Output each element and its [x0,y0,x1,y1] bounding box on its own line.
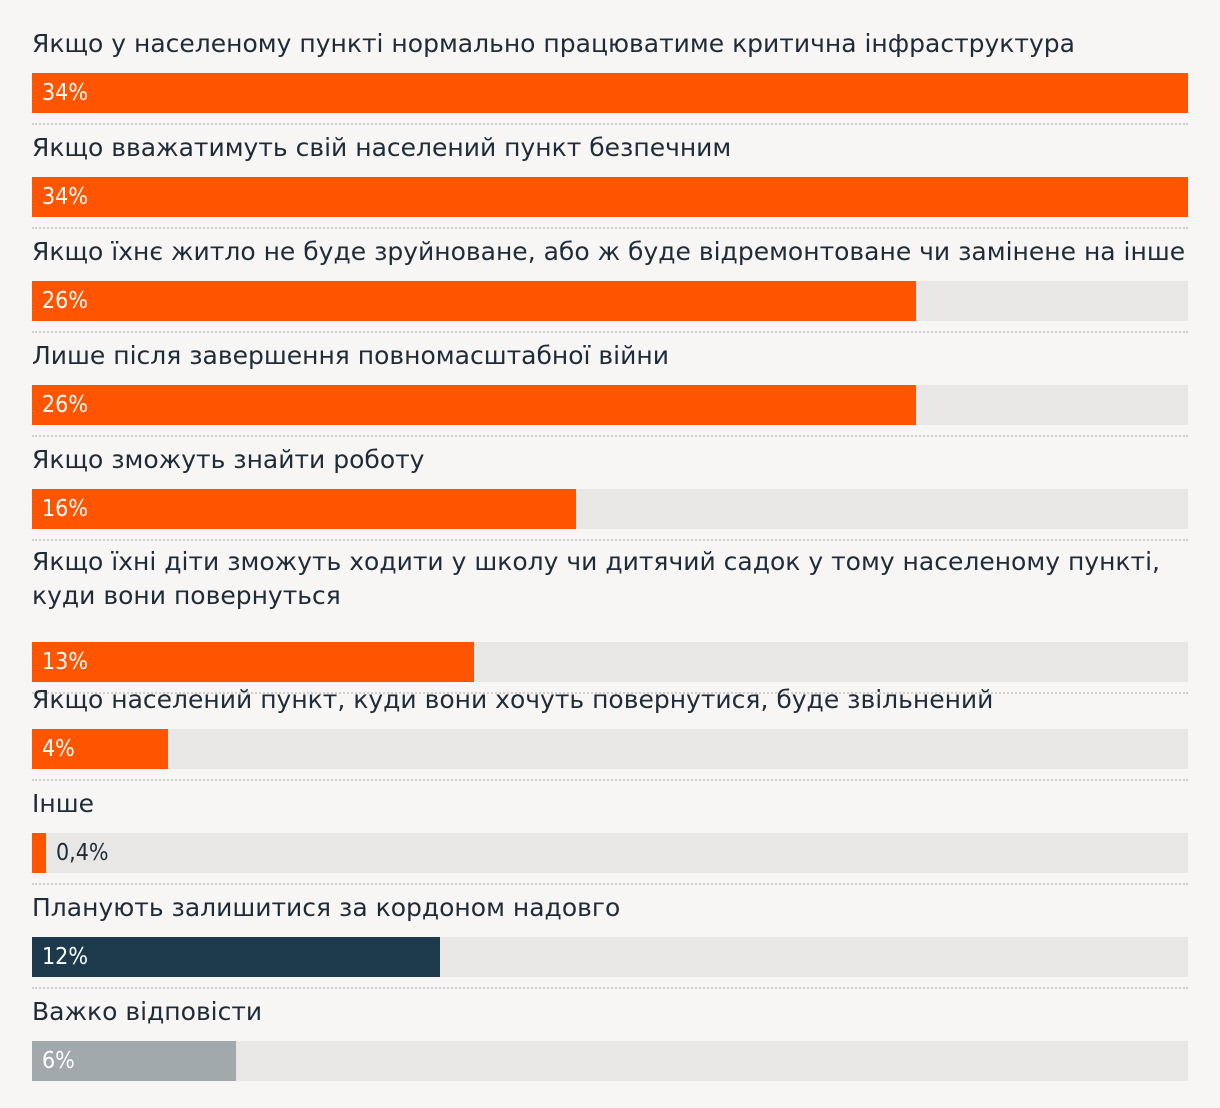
category-label: Якщо вважатимуть свій населений пункт бе… [32,133,732,162]
value-label: 0,4% [56,840,109,866]
bar-track: 13% [32,642,1188,682]
bar [32,642,474,682]
bar-track: 34% [32,73,1188,113]
category-label: Планують залишитися за кордоном надовго [32,893,621,922]
row-divider [32,987,1188,989]
row-divider [32,883,1188,885]
row-divider [32,435,1188,437]
category-label: Інше [32,789,94,818]
value-label: 6% [42,1048,75,1074]
value-label: 26% [42,288,88,314]
value-label: 34% [42,80,88,106]
row-divider [32,123,1188,125]
bar [32,73,1188,113]
bar-track: 34% [32,177,1188,217]
bar-track: 26% [32,385,1188,425]
bar-track: 0,4% [32,833,1188,873]
value-label: 13% [42,649,88,675]
row-divider [32,227,1188,229]
value-label: 26% [42,392,88,418]
category-label: Якщо населений пункт, куди вони хочуть п… [32,685,994,714]
category-label: Важко відповісти [32,997,263,1026]
bar-track: 26% [32,281,1188,321]
bar [32,489,576,529]
category-label: Лише після завершення повномасштабної ві… [32,341,669,370]
row-divider [32,331,1188,333]
category-label: Якщо зможуть знайти роботу [32,445,425,474]
bar-track: 6% [32,1041,1188,1081]
bar-track: 12% [32,937,1188,977]
row-divider [32,692,1188,694]
row-divider [32,779,1188,781]
bar [32,385,916,425]
bar [32,833,46,873]
value-label: 34% [42,184,88,210]
row-divider [32,539,1188,541]
category-label: Якщо їхнє житло не буде зруйноване, або … [32,237,1186,266]
category-label: Якщо їхні діти зможуть ходити у школу чи… [32,547,1160,610]
category-label: Якщо у населеному пункті нормально працю… [32,29,1075,58]
bar [32,729,168,769]
bar [32,281,916,321]
bar [32,937,440,977]
bar-track: 4% [32,729,1188,769]
bar [32,177,1188,217]
value-label: 4% [42,736,75,762]
value-label: 16% [42,496,88,522]
value-label: 12% [42,944,88,970]
bar-track: 16% [32,489,1188,529]
bar [32,1041,236,1081]
